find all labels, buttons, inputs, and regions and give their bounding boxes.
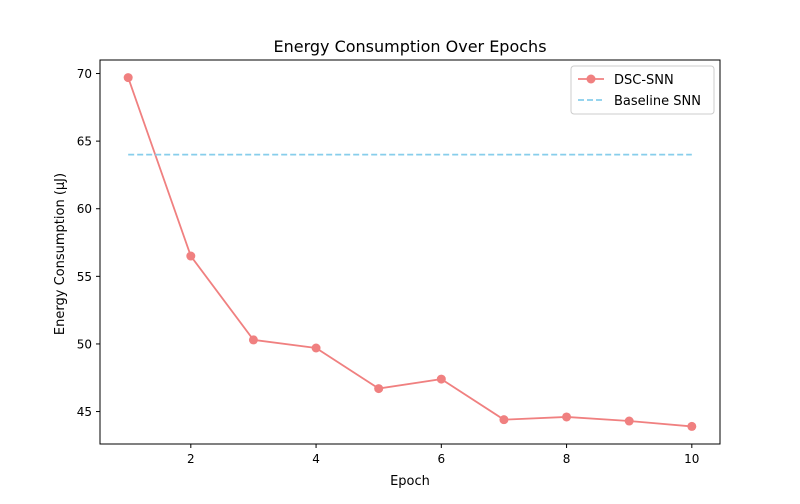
data-point-dsc-snn <box>123 73 133 83</box>
data-point-dsc-snn <box>562 412 572 422</box>
axis-ticks: 2 4 6 8 10 45 50 55 60 65 70 <box>77 67 700 466</box>
y-tick-label: 50 <box>77 337 92 351</box>
y-tick-label: 65 <box>77 135 92 149</box>
legend-label-baseline-snn: Baseline SNN <box>614 94 701 109</box>
data-point-dsc-snn <box>311 343 321 353</box>
y-tick-label: 45 <box>77 405 92 419</box>
legend-box <box>570 65 715 115</box>
data-point-dsc-snn <box>186 251 196 261</box>
x-tick-label: 6 <box>437 452 445 466</box>
data-point-dsc-snn <box>687 421 697 431</box>
y-axis-label: Energy Consumption (μJ) <box>53 173 68 335</box>
data-point-dsc-snn <box>248 335 258 345</box>
legend: DSC-SNN Baseline SNN <box>570 65 715 115</box>
plot-frame <box>99 59 721 445</box>
series-layer <box>123 73 697 431</box>
y-tick-label: 70 <box>77 67 92 81</box>
data-point-dsc-snn <box>374 384 384 394</box>
y-tick-label: 60 <box>77 202 92 216</box>
data-point-dsc-snn <box>436 374 446 384</box>
legend-marker-dsc-snn <box>586 74 596 84</box>
x-tick-label: 10 <box>684 452 699 466</box>
x-tick-label: 8 <box>563 452 571 466</box>
chart-title: Energy Consumption Over Epochs <box>273 37 546 56</box>
series-line-dsc-snn <box>127 77 692 428</box>
y-tick-label: 55 <box>77 270 92 284</box>
legend-label-dsc-snn: DSC-SNN <box>614 73 674 88</box>
data-point-dsc-snn <box>499 415 509 425</box>
x-axis-label: Epoch <box>390 474 430 489</box>
x-tick-label: 4 <box>312 452 320 466</box>
data-point-dsc-snn <box>624 416 634 426</box>
x-tick-label: 2 <box>187 452 195 466</box>
